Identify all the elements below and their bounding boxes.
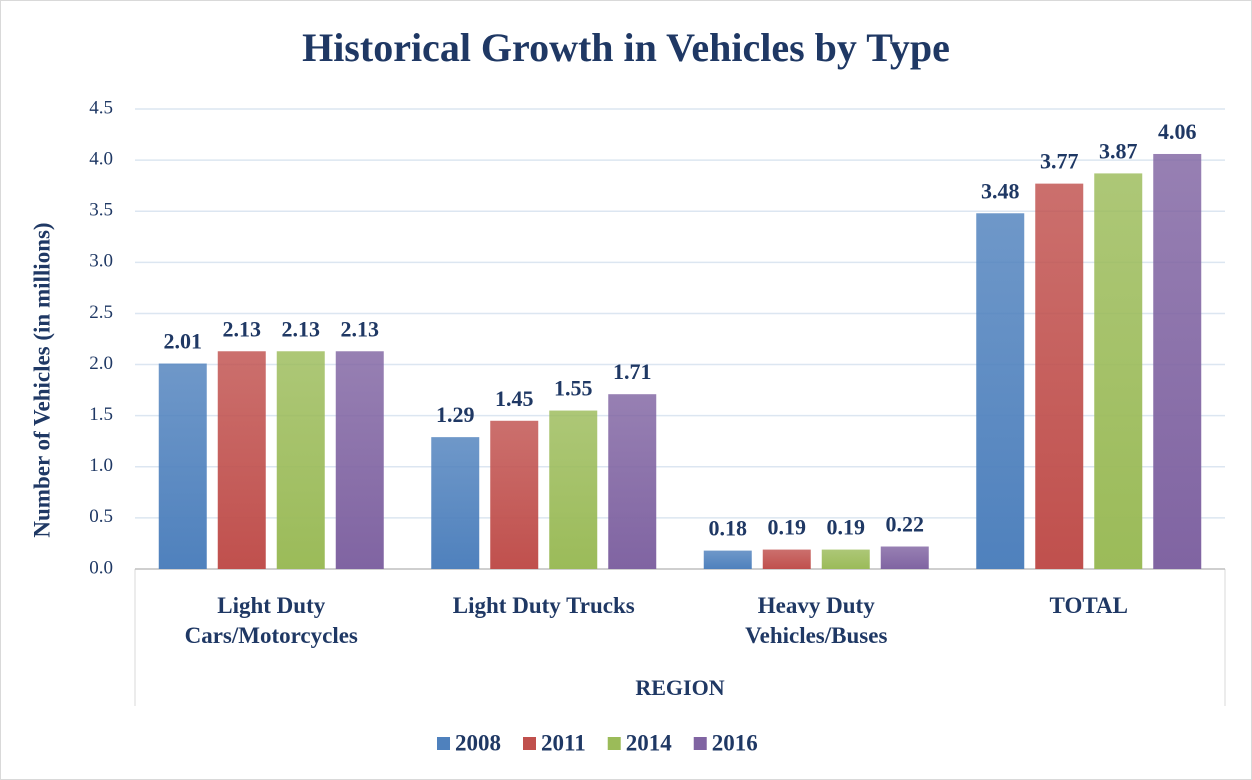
legend-swatch [523,737,536,750]
y-tick-label: 0.0 [89,557,113,578]
bar [1153,153,1202,569]
x-tick-label: TOTAL [1049,593,1128,618]
legend-label: 2014 [626,730,673,755]
legend-swatch [437,737,450,750]
bar [549,410,598,569]
bar [608,394,657,569]
data-label: 1.71 [613,359,652,384]
bar [431,437,480,569]
x-axis-label: REGION [635,675,724,700]
bar [335,351,384,569]
data-label: 2.13 [223,316,262,341]
y-tick-label: 3.0 [89,251,113,272]
legend-swatch [693,737,707,750]
y-tick-label: 1.0 [89,455,113,476]
legend-label: 2016 [712,730,758,755]
y-tick-label: 2.0 [89,353,113,374]
y-tick-label: 4.5 [89,97,113,118]
data-label: 2.13 [282,316,321,341]
bar [821,549,870,569]
bar [158,363,207,569]
legend-label: 2011 [541,730,586,755]
bar [276,351,325,569]
x-tick-label: Heavy Duty Vehicles/Buses [745,593,888,648]
y-tick-label: 0.5 [89,506,113,527]
y-tick-label: 2.5 [89,302,113,323]
bar [490,420,539,569]
bar [762,549,811,569]
bar [1035,183,1084,569]
x-tick-label: Light Duty Trucks [452,593,635,618]
data-label: 2.13 [341,316,380,341]
data-label: 3.77 [1040,149,1079,174]
data-label: 1.29 [436,402,475,427]
data-label: 0.19 [827,515,866,540]
y-tick-label: 4.0 [89,148,113,169]
y-axis-label: Number of Vehicles (in millions) [29,222,54,537]
legend-label: 2008 [455,730,501,755]
bar [703,550,752,569]
y-tick-label: 3.5 [89,200,113,221]
data-label: 2.01 [164,329,203,354]
bar [1094,173,1143,569]
data-label: 0.22 [886,512,925,537]
x-tick-label: Light Duty Cars/Motorcycles [184,593,358,648]
data-label: 1.45 [495,386,534,411]
legend-swatch [607,737,621,750]
chart-title: Historical Growth in Vehicles by Type [302,25,950,70]
y-tick-label: 1.5 [89,404,113,425]
data-label: 0.18 [709,516,748,541]
data-label: 3.48 [981,178,1020,203]
data-label: 3.87 [1099,138,1138,163]
bar [880,546,929,569]
bar [217,351,266,569]
data-label: 4.06 [1158,119,1197,144]
bar [976,213,1025,569]
data-label: 1.55 [554,376,593,401]
data-label: 0.19 [768,515,807,540]
